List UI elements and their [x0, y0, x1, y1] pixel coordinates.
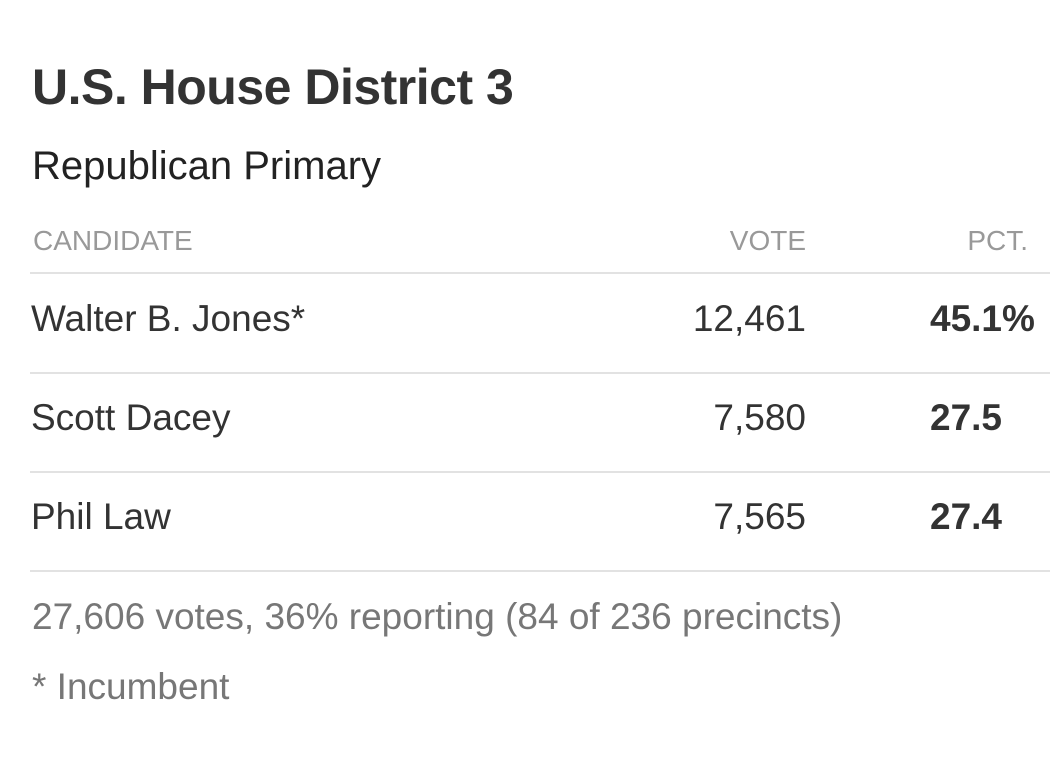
vote-percent: 27.4	[930, 496, 1003, 537]
divider	[30, 570, 1050, 572]
column-header: VOTE	[729, 225, 806, 256]
vote-percent: 27.5	[930, 397, 1003, 438]
vote-percent: 45.1%	[930, 298, 1035, 339]
vote-count: 12,461	[692, 298, 806, 339]
candidate-name: Phil Law	[31, 496, 171, 537]
summary: 27,606 votes, 36% reporting (84 of 236 p…	[32, 596, 843, 637]
vote-count: 7,580	[713, 397, 806, 438]
footnote: * Incumbent	[32, 666, 230, 707]
title: U.S. House District 3	[32, 59, 514, 115]
subtitle: Republican Primary	[32, 144, 382, 188]
divider	[30, 471, 1050, 473]
candidate-name: Scott Dacey	[31, 397, 231, 438]
vote-count: 7,565	[713, 496, 806, 537]
column-header: CANDIDATE	[33, 225, 193, 256]
divider	[30, 272, 1050, 274]
column-header: PCT.	[967, 225, 1028, 256]
divider	[30, 372, 1050, 374]
candidate-name: Walter B. Jones*	[31, 298, 306, 339]
